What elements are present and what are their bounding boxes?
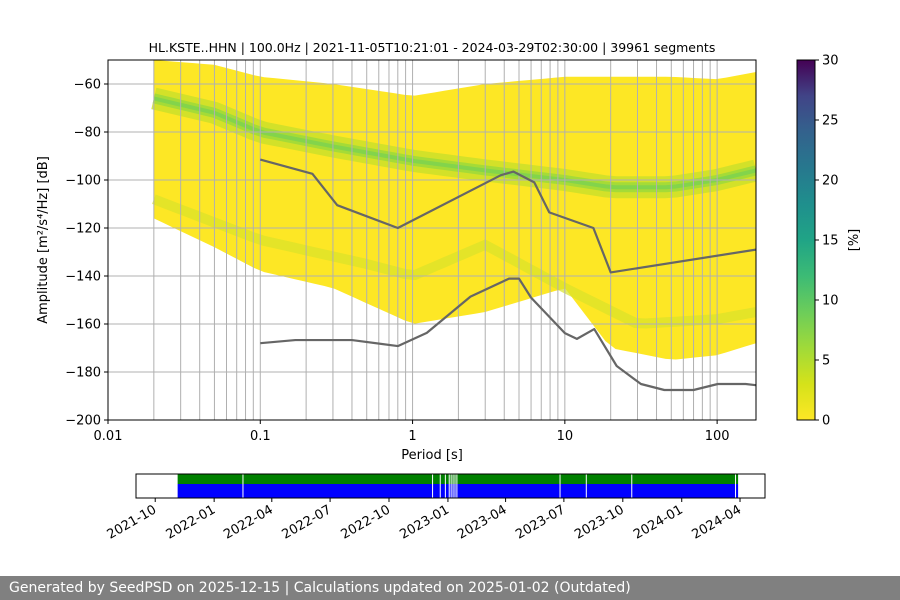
- x-ticks: 0.01 0.1 1 10 100: [94, 420, 730, 444]
- coverage-bar-green: [177, 474, 739, 484]
- timeline-frame: [135, 473, 766, 499]
- colorbar-tick-label: 20: [822, 174, 839, 189]
- y-tick-label: −160: [65, 318, 101, 333]
- footer-status: Generated by SeedPSD on 2025-12-15 | Cal…: [0, 576, 900, 600]
- coverage-bar-blue: [177, 484, 739, 498]
- x-axis-label: Period [s]: [401, 448, 463, 463]
- chart-title: HL.KSTE..HHN | 100.0Hz | 2021-11-05T10:2…: [149, 40, 716, 55]
- plot-frame: [107, 59, 757, 421]
- x-tick-label: 100: [705, 429, 730, 444]
- colorbar: 0 5 10 15 20 25 30 [%]: [796, 54, 862, 429]
- timeline-tick-label: 2024-01: [631, 502, 686, 542]
- timeline-tick-label: 2024-04: [689, 502, 744, 542]
- density-layer: [151, 60, 756, 360]
- y-tick-label: −80: [74, 126, 101, 141]
- colorbar-tick-label: 0: [822, 414, 830, 429]
- colorbar-tick-label: 5: [822, 354, 830, 369]
- data-coverage-timeline: 2021-10 2022-01 2022-04 2022-07 2022-10 2023-…: [105, 473, 766, 543]
- ppsd-plot: 0.01 0.1 1 10 100 −60 −80 −100 −120 −140 −160 −180…: [36, 40, 757, 463]
- timeline-tick-label: 2023-04: [455, 502, 510, 542]
- nlnm-line: [260, 277, 756, 392]
- noise-models: [259, 158, 756, 392]
- y-tick-label: −60: [74, 78, 101, 93]
- colorbar-tick-label: 15: [822, 234, 839, 249]
- y-axis-label: Amplitude [m²/s⁴/Hz] [dB]: [36, 156, 51, 324]
- x-tick-label: 0.1: [250, 429, 271, 444]
- timeline-tick-label: 2022-07: [280, 502, 335, 542]
- x-tick-label: 1: [408, 429, 416, 444]
- colorbar-ticks: 0 5 10 15 20 25 30: [815, 54, 839, 429]
- x-tick-label: 0.01: [94, 429, 123, 444]
- x-tick-label: 10: [557, 429, 574, 444]
- y-tick-label: −120: [65, 222, 101, 237]
- colorbar-tick-label: 30: [822, 54, 839, 69]
- timeline-tick-label: 2022-04: [221, 502, 276, 542]
- colorbar-label: [%]: [847, 229, 862, 252]
- nhnm-line: [259, 158, 756, 274]
- gridlines: [108, 60, 756, 420]
- colorbar-tick-label: 10: [822, 294, 839, 309]
- timeline-tick-label: 2022-01: [164, 502, 219, 542]
- colorbar-gradient: [796, 59, 816, 421]
- y-tick-label: −140: [65, 270, 101, 285]
- timeline-tick-label: 2022-10: [338, 502, 393, 542]
- y-tick-label: −180: [65, 366, 101, 381]
- density-band-core: [153, 96, 756, 190]
- y-tick-label: −200: [65, 414, 101, 429]
- timeline-ticks: 2021-10 2022-01 2022-04 2022-07 2022-10 2023-…: [105, 498, 744, 543]
- colorbar-tick-label: 25: [822, 114, 839, 129]
- timeline-tick-label: 2023-10: [572, 502, 627, 542]
- density-band-secondary: [152, 194, 756, 329]
- timeline-tick-label: 2021-10: [105, 502, 160, 542]
- y-tick-label: −100: [65, 174, 101, 189]
- timeline-bars: [177, 474, 739, 498]
- y-ticks: −60 −80 −100 −120 −140 −160 −180 −200: [65, 78, 108, 429]
- timeline-tick-label: 2023-07: [513, 502, 568, 542]
- timeline-tick-label: 2023-01: [397, 502, 452, 542]
